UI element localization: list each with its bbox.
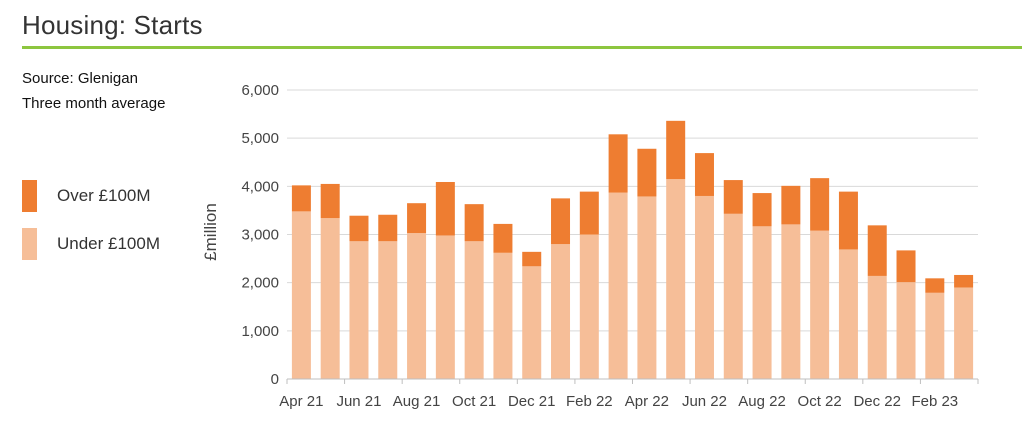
bar-under-100m [896,282,916,379]
bar-over-100m [579,191,599,235]
source-block: Source: Glenigan Three month average [22,66,165,116]
bar-under-100m [608,192,628,379]
bar-under-100m [378,241,398,379]
x-tick-label: Apr 22 [625,393,669,410]
x-tick-label: Dec 21 [508,393,556,410]
grid-layer [287,89,978,332]
x-tick-label: Feb 23 [911,393,958,410]
bar-under-100m [867,275,887,379]
bar-under-100m [723,213,743,379]
bar-over-100m [781,185,801,225]
axis-layer: 0 1,000 2,000 3,000 4,000 5,000 6,000 Apr 21 Jun… [241,82,979,410]
bar-under-100m [666,179,686,379]
bar-over-100m [320,183,340,219]
bar-over-100m [694,153,714,196]
y-tick-label: 2,000 [241,275,279,292]
bar-under-100m [551,244,571,379]
x-tick-label: Apr 21 [279,393,323,410]
legend-item-over: Over £100M [22,178,160,214]
y-tick-label: 1,000 [241,323,279,340]
bar-under-100m [637,196,657,379]
y-tick-label: 6,000 [241,82,279,99]
y-tick-label: 5,000 [241,130,279,147]
bar-over-100m [925,278,945,293]
bar-under-100m [464,241,484,379]
bar-over-100m [464,204,484,242]
page-title: Housing: Starts [22,10,203,40]
legend-swatch-under [22,228,37,260]
x-tick-label: Jun 21 [336,393,381,410]
bar-under-100m [838,249,858,379]
y-tick-label: 0 [271,371,279,388]
y-tick-label: 4,000 [241,178,279,195]
bar-under-100m [752,226,772,379]
legend-label-under: Under £100M [57,234,161,253]
legend-label-over: Over £100M [57,186,151,205]
bar-over-100m [838,191,858,250]
bars-layer [291,120,974,379]
x-tick-label: Aug 21 [393,393,441,410]
bar-over-100m [867,225,887,276]
chart-legend: Over £100M Under £100M [22,178,160,274]
bar-over-100m [637,148,657,197]
bar-under-100m [435,235,455,379]
y-axis-label: £million [201,203,220,261]
x-tick-label: Feb 22 [566,393,613,410]
y-axis-label-group: £million [201,203,220,261]
bar-over-100m [493,223,513,253]
legend-swatch-over [22,180,37,212]
bar-over-100m [666,120,686,180]
bar-over-100m [551,198,571,245]
title-rule [22,46,1022,49]
bar-under-100m [291,211,311,379]
bar-over-100m [954,274,974,288]
average-note: Three month average [22,95,166,112]
bar-over-100m [608,134,628,193]
legend-item-under: Under £100M [22,226,160,262]
bar-under-100m [493,252,513,379]
bar-over-100m [435,181,455,236]
bar-over-100m [378,214,398,242]
bar-under-100m [781,224,801,379]
bar-under-100m [810,230,830,379]
bar-under-100m [579,234,599,379]
bar-under-100m [349,241,369,379]
bar-over-100m [522,251,542,267]
bar-under-100m [522,266,542,379]
bar-under-100m [320,218,340,379]
x-tick-label: Dec 22 [853,393,901,410]
x-tick-label: Oct 22 [798,393,842,410]
bar-over-100m [407,203,427,234]
bar-over-100m [896,250,916,283]
bar-over-100m [723,180,743,214]
y-tick-label: 3,000 [241,227,279,244]
source-label: Source: Glenigan [22,70,138,87]
bar-over-100m [291,185,311,212]
x-tick-label: Oct 21 [452,393,496,410]
x-tick-label: Aug 22 [738,393,786,410]
bar-over-100m [752,193,772,227]
bar-under-100m [954,287,974,379]
bar-under-100m [407,233,427,379]
bar-under-100m [925,292,945,379]
bar-under-100m [694,195,714,379]
bar-over-100m [810,178,830,231]
x-tick-label: Jun 22 [682,393,727,410]
bar-over-100m [349,215,369,242]
